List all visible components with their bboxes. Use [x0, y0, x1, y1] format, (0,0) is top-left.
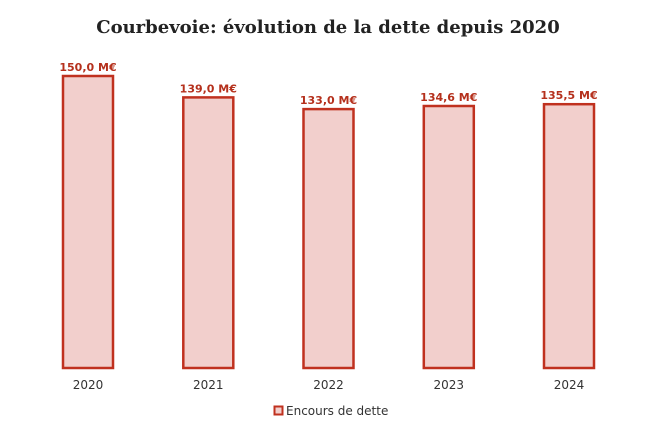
bar-2023	[422, 104, 476, 370]
x-tick-2020: 2020	[73, 378, 104, 392]
bar-2024	[542, 102, 596, 370]
x-tick-2021: 2021	[193, 378, 224, 392]
data-label-2020: 150,0 M€	[59, 61, 116, 74]
bar-2021	[182, 96, 235, 370]
chart-title: Courbevoie: évolution de la dette depuis…	[96, 17, 559, 38]
legend: Encours de dette	[273, 404, 388, 418]
data-label-2023: 134,6 M€	[420, 91, 477, 104]
x-axis-ticks: 2020 2021 2022 2023 2024	[73, 378, 585, 392]
legend-label: Encours de dette	[286, 404, 388, 418]
data-labels-layer: 150,0 M€ 139,0 M€ 133,0 M€ 134,6 M€ 135,5 M€	[59, 61, 597, 107]
x-tick-2024: 2024	[554, 378, 585, 392]
bar-2022	[302, 107, 355, 370]
data-label-2021: 139,0 M€	[180, 82, 237, 95]
data-label-2024: 135,5 M€	[540, 89, 597, 102]
data-label-2022: 133,0 M€	[300, 94, 357, 107]
legend-swatch	[273, 405, 284, 416]
x-tick-2023: 2023	[434, 378, 465, 392]
x-tick-2022: 2022	[313, 378, 344, 392]
bars-layer	[61, 74, 596, 370]
bar-2020	[61, 74, 115, 370]
